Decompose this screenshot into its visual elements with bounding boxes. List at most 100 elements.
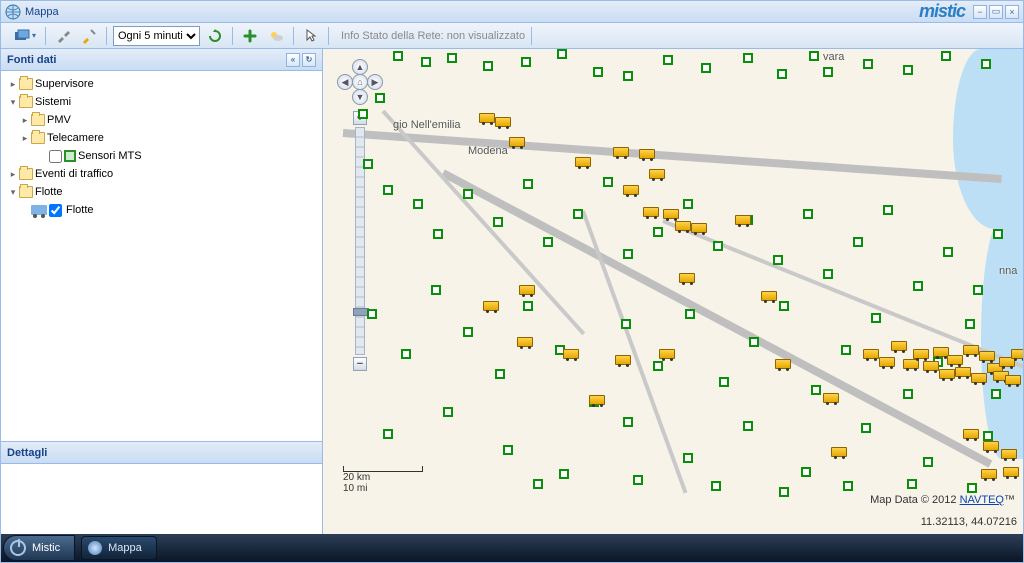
bus-marker[interactable] [979, 351, 995, 361]
sensor-marker[interactable] [521, 57, 531, 67]
bus-marker[interactable] [823, 393, 839, 403]
bus-marker[interactable] [981, 469, 997, 479]
sensor-marker[interactable] [495, 369, 505, 379]
navteq-link[interactable]: NAVTEQ [960, 494, 1004, 506]
bus-marker[interactable] [663, 209, 679, 219]
sensor-marker[interactable] [983, 431, 993, 441]
bus-marker[interactable] [1001, 449, 1017, 459]
bus-marker[interactable] [761, 291, 777, 301]
sensor-marker[interactable] [421, 57, 431, 67]
bus-marker[interactable] [691, 223, 707, 233]
sensor-marker[interactable] [443, 407, 453, 417]
sensor-marker[interactable] [777, 69, 787, 79]
sensor-marker[interactable] [523, 301, 533, 311]
tree-node-flotte[interactable]: ▾ Flotte [3, 183, 320, 201]
taskbar-item-mappa[interactable]: Mappa [81, 536, 157, 560]
sensor-marker[interactable] [811, 385, 821, 395]
sensor-marker[interactable] [573, 209, 583, 219]
bus-marker[interactable] [775, 359, 791, 369]
tools-icon[interactable] [52, 25, 74, 47]
expand-icon[interactable]: ▸ [7, 169, 19, 180]
bus-marker[interactable] [495, 117, 511, 127]
tree-node-telecamere[interactable]: ▸ Telecamere [3, 129, 320, 147]
sensor-marker[interactable] [431, 285, 441, 295]
sensor-marker[interactable] [993, 229, 1003, 239]
sensor-marker[interactable] [863, 59, 873, 69]
bus-marker[interactable] [679, 273, 695, 283]
add-icon[interactable] [239, 25, 261, 47]
bus-marker[interactable] [923, 361, 939, 371]
zoom-out-button[interactable]: − [353, 357, 367, 371]
sensor-marker[interactable] [719, 377, 729, 387]
sensor-marker[interactable] [903, 389, 913, 399]
sensor-marker[interactable] [853, 237, 863, 247]
bus-marker[interactable] [675, 221, 691, 231]
sensor-marker[interactable] [841, 345, 851, 355]
expand-icon[interactable]: ▸ [7, 79, 19, 90]
sensor-marker[interactable] [803, 209, 813, 219]
sensor-marker[interactable] [967, 483, 977, 493]
sensor-marker[interactable] [903, 65, 913, 75]
refresh-interval-select[interactable]: Ogni 5 minuti [113, 26, 200, 46]
sensor-marker[interactable] [653, 361, 663, 371]
sensor-marker[interactable] [861, 423, 871, 433]
bus-marker[interactable] [615, 355, 631, 365]
tree-node-eventi[interactable]: ▸ Eventi di traffico [3, 165, 320, 183]
sensori-checkbox[interactable] [49, 150, 62, 163]
sensor-marker[interactable] [523, 179, 533, 189]
sensor-marker[interactable] [363, 159, 373, 169]
bus-marker[interactable] [1003, 467, 1019, 477]
sensor-marker[interactable] [447, 53, 457, 63]
expand-icon[interactable]: ▸ [19, 133, 31, 144]
sensor-marker[interactable] [923, 457, 933, 467]
pan-center-button[interactable]: ⌂ [352, 74, 368, 90]
refresh-panel-icon[interactable]: ↻ [302, 53, 316, 67]
bus-marker[interactable] [613, 147, 629, 157]
bus-marker[interactable] [955, 367, 971, 377]
sensor-marker[interactable] [623, 417, 633, 427]
bus-marker[interactable] [963, 345, 979, 355]
sensor-marker[interactable] [683, 199, 693, 209]
edit-tools-icon[interactable] [78, 25, 100, 47]
sensor-marker[interactable] [779, 301, 789, 311]
sensor-marker[interactable] [621, 319, 631, 329]
tree-node-sensori[interactable]: Sensori MTS [3, 147, 320, 165]
bus-marker[interactable] [623, 185, 639, 195]
sensor-marker[interactable] [843, 481, 853, 491]
start-button[interactable]: Mistic [3, 535, 75, 561]
sensor-marker[interactable] [883, 205, 893, 215]
sensor-marker[interactable] [623, 71, 633, 81]
sensor-marker[interactable] [823, 269, 833, 279]
pointer-icon[interactable] [300, 25, 322, 47]
sensor-marker[interactable] [913, 281, 923, 291]
sensor-marker[interactable] [965, 319, 975, 329]
sensor-marker[interactable] [358, 109, 368, 119]
pan-north-button[interactable]: ▲ [352, 59, 368, 75]
sensor-marker[interactable] [973, 285, 983, 295]
sensor-marker[interactable] [773, 255, 783, 265]
sensor-marker[interactable] [743, 53, 753, 63]
sensor-marker[interactable] [991, 389, 1001, 399]
sensor-marker[interactable] [743, 421, 753, 431]
sensor-marker[interactable] [367, 309, 377, 319]
sensor-marker[interactable] [375, 93, 385, 103]
bus-marker[interactable] [479, 113, 495, 123]
bus-marker[interactable] [519, 285, 535, 295]
bus-marker[interactable] [939, 369, 955, 379]
sensor-marker[interactable] [493, 217, 503, 227]
sensor-marker[interactable] [711, 481, 721, 491]
sensor-marker[interactable] [943, 247, 953, 257]
sensor-marker[interactable] [463, 327, 473, 337]
sensor-marker[interactable] [941, 51, 951, 61]
sensor-marker[interactable] [557, 49, 567, 59]
sensor-marker[interactable] [603, 177, 613, 187]
tree-node-supervisore[interactable]: ▸ Supervisore [3, 75, 320, 93]
sensor-marker[interactable] [685, 309, 695, 319]
sensor-marker[interactable] [713, 241, 723, 251]
pan-west-button[interactable]: ◀ [337, 74, 353, 90]
bus-marker[interactable] [649, 169, 665, 179]
bus-marker[interactable] [863, 349, 879, 359]
sensor-marker[interactable] [981, 59, 991, 69]
minimize-button[interactable]: − [973, 5, 987, 19]
sensor-marker[interactable] [503, 445, 513, 455]
